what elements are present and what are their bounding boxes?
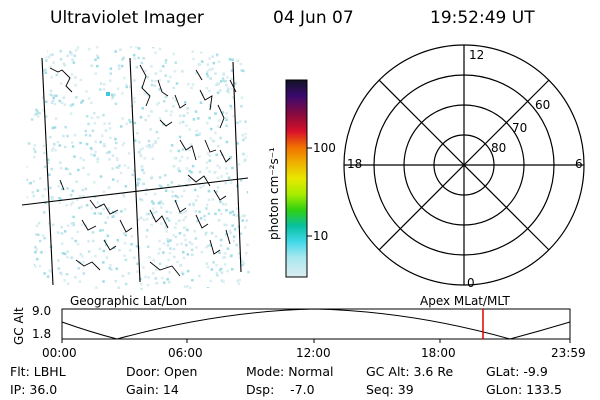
- xtick-0000: 00:00: [42, 346, 77, 360]
- altitude-left-caption: Geographic Lat/Lon: [70, 294, 188, 308]
- info-mode: Mode: Normal: [246, 364, 334, 379]
- info-dsp: Dsp: -7.0: [246, 382, 315, 397]
- colorbar-tick-10-label: 10: [313, 229, 329, 243]
- xtick-1200: 12:00: [296, 346, 331, 360]
- info-filter: Flt: LBHL: [10, 364, 66, 379]
- info-gain: Gain: 14: [126, 382, 179, 397]
- info-gc-alt: GC Alt: 3.6 Re: [366, 364, 454, 379]
- colorbar-tick-100-label: 100: [313, 141, 336, 155]
- altitude-curve: [61, 308, 571, 340]
- altitude-right-caption: Apex MLat/MLT: [420, 294, 510, 308]
- coastline-outlines: [49, 64, 237, 277]
- instrument-title: Ultraviolet Imager: [50, 8, 204, 28]
- mlt-label-12: 12: [469, 48, 485, 62]
- altitude-ylabel: GC Alt: [12, 307, 26, 345]
- mlt-label-0: 0: [467, 276, 475, 290]
- time-label: 19:52:49 UT: [430, 8, 535, 28]
- info-glat: GLat: -9.9: [486, 364, 548, 379]
- mlt-label-6: 6: [575, 157, 583, 171]
- xtick-2359: 23:59: [551, 346, 586, 360]
- info-door: Door: Open: [126, 364, 198, 379]
- geographic-grid: [21, 57, 249, 286]
- lat-label-80: 80: [491, 141, 507, 155]
- xtick-1800: 18:00: [421, 346, 456, 360]
- altitude-ytick-high: 9.0: [32, 304, 52, 318]
- lat-label-70: 70: [512, 121, 528, 135]
- date-label: 04 Jun 07: [273, 8, 354, 28]
- info-seq: Seq: 39: [366, 382, 414, 397]
- info-glon: GLon: 133.5: [486, 382, 562, 397]
- info-ip: IP: 36.0: [10, 382, 58, 397]
- lat-label-60: 60: [535, 98, 551, 112]
- xtick-0600: 06:00: [168, 346, 203, 360]
- mlt-label-18: 18: [347, 157, 363, 171]
- altitude-ytick-low: 1.8: [32, 327, 52, 341]
